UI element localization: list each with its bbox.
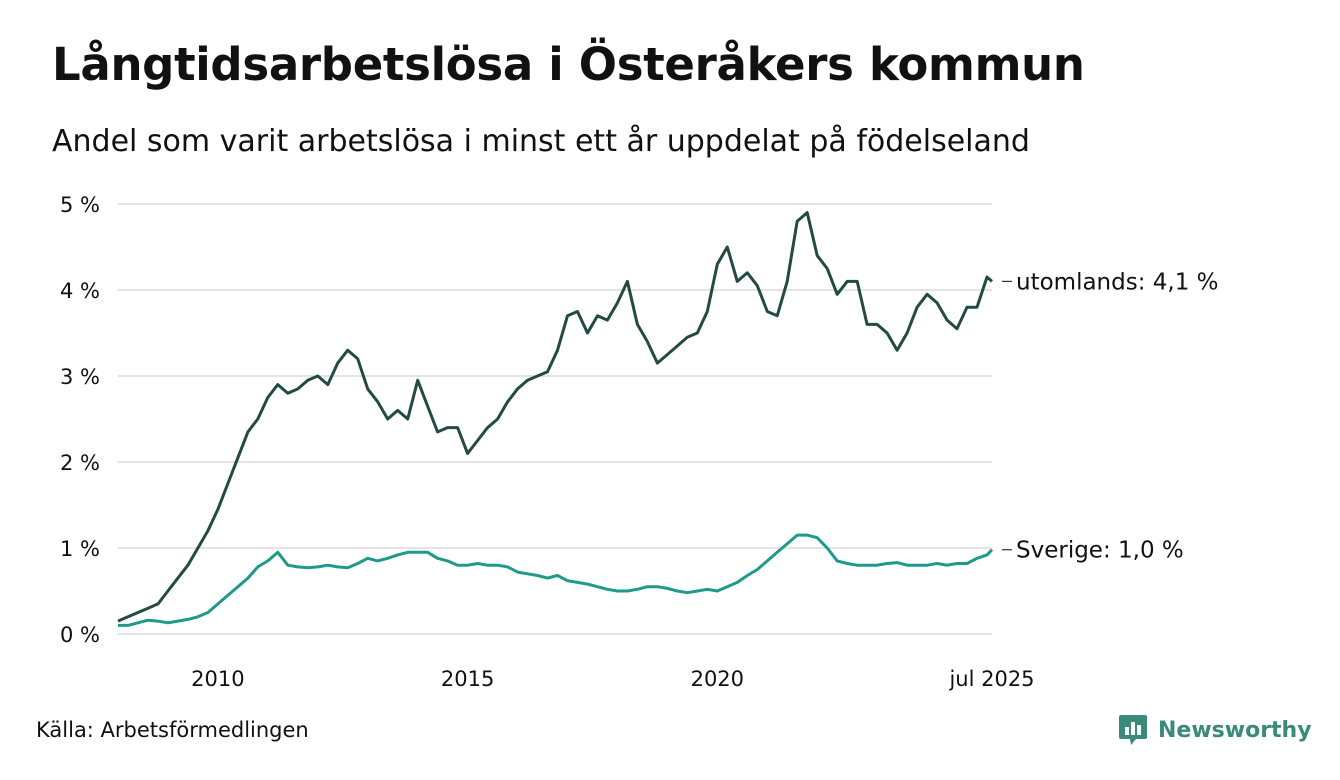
- y-tick-label: 4 %: [60, 279, 100, 303]
- x-tick-label: jul 2025: [948, 667, 1034, 691]
- end-label-utomlands: utomlands: 4,1 %: [1016, 269, 1219, 295]
- y-tick-label: 3 %: [60, 365, 100, 389]
- source-note: Källa: Arbetsförmedlingen: [36, 718, 309, 742]
- series-line-sverige: [118, 533, 994, 627]
- y-axis-ticks: 0 % 1 % 2 % 3 % 4 % 5 %: [60, 193, 100, 647]
- series-line-utomlands: [117, 211, 993, 623]
- brand-name: Newsworthy: [1158, 717, 1312, 743]
- gridlines: [118, 203, 992, 635]
- bar-chart-speech-bubble-icon: [1119, 715, 1147, 745]
- y-tick-label: 2 %: [60, 451, 100, 475]
- y-tick-label: 5 %: [60, 193, 100, 217]
- brand-logo: Newsworthy: [1118, 713, 1312, 747]
- series-end-labels: utomlands: 4,1 % Sverige: 1,0 %: [1002, 269, 1219, 564]
- series-lines: [117, 211, 994, 627]
- chart-subtitle: Andel som varit arbetslösa i minst ett å…: [52, 124, 1030, 159]
- x-tick-label: 2010: [191, 667, 244, 691]
- chart-title: Långtidsarbetslösa i Österåkers kommun: [52, 38, 1085, 91]
- y-tick-label: 1 %: [60, 537, 100, 561]
- x-tick-label: 2015: [441, 667, 494, 691]
- x-tick-label: 2020: [691, 667, 744, 691]
- x-axis-ticks: 2010 2015 2020 jul 2025: [191, 667, 1034, 691]
- y-tick-label: 0 %: [60, 623, 100, 647]
- end-label-sverige: Sverige: 1,0 %: [1016, 538, 1184, 564]
